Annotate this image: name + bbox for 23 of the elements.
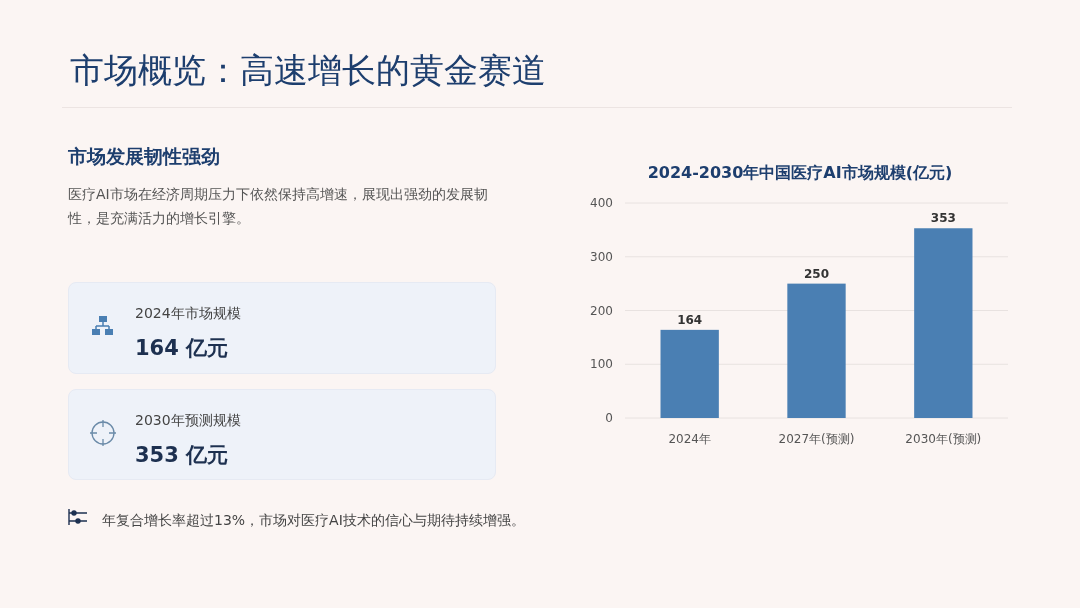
y-tick-label: 0 (605, 411, 613, 426)
data-label: 353 (930, 211, 956, 226)
bar (660, 329, 719, 418)
chart-title: 2024-2030年中国医疗AI市场规模(亿元) (647, 163, 953, 182)
bar (787, 283, 846, 418)
y-tick-label: 200 (590, 303, 613, 318)
y-tick-label: 100 (590, 357, 613, 372)
text: 医疗AI市场在经济周期压力下依然保持高增速，展现出强劲的发展韧性，是充满活力的增长引擎。 (68, 185, 489, 228)
text: 市场概览：高速增长的黄金赛道 (70, 49, 546, 92)
y-tick-label: 300 (590, 249, 613, 264)
data-label: 164 (677, 312, 703, 327)
x-tick-label: 2024年 (668, 432, 711, 446)
y-tick-label: 400 (590, 196, 613, 211)
text: 353 亿元 (135, 442, 229, 469)
x-tick-label: 2027年(预测) (778, 432, 855, 446)
text: 市场发展韧性强劲 (68, 144, 220, 169)
data-label: 250 (803, 266, 830, 281)
text: 2024年市场规模 (135, 305, 241, 323)
bar (914, 228, 973, 418)
text: 164 亿元 (135, 335, 229, 362)
text: 年复合增长率超过13%，市场对医疗AI技术的信心与期待持续增强。 (102, 512, 525, 530)
x-tick-label: 2030年(预测) (905, 432, 982, 446)
text: 2030年预测规模 (135, 412, 241, 430)
